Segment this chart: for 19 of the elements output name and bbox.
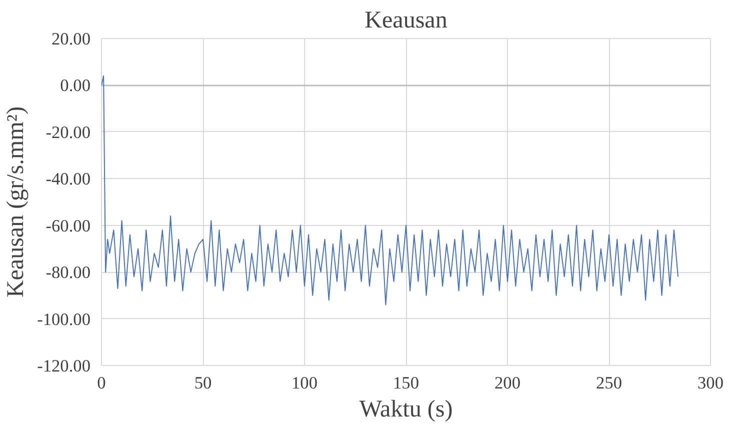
y-tick-label: -80.00 bbox=[46, 263, 91, 282]
y-axis-title: Keausan (gr/s.mm²) bbox=[3, 106, 30, 298]
y-tick-label: -20.00 bbox=[46, 122, 91, 142]
x-tick-label: 50 bbox=[194, 374, 212, 392]
line-series bbox=[102, 75, 679, 306]
x-tick-label: 0 bbox=[97, 374, 106, 392]
x-tick-label: 200 bbox=[494, 374, 521, 392]
x-tick-label: 250 bbox=[596, 374, 622, 392]
x-tick-label: 100 bbox=[292, 374, 318, 392]
chart-title: Keausan bbox=[364, 8, 448, 34]
x-tick-label: 300 bbox=[698, 374, 724, 392]
y-tick-label: -100.00 bbox=[37, 310, 91, 329]
y-tick-label: -120.00 bbox=[37, 356, 91, 376]
y-tick-label: -40.00 bbox=[46, 170, 91, 189]
y-tick-label: -60.00 bbox=[46, 216, 91, 236]
y-tick-label: 20.00 bbox=[52, 30, 91, 48]
x-axis-title: Waktu (s) bbox=[359, 396, 453, 422]
x-tick-label: 150 bbox=[393, 374, 420, 392]
y-tick-label: 0.00 bbox=[60, 76, 91, 96]
